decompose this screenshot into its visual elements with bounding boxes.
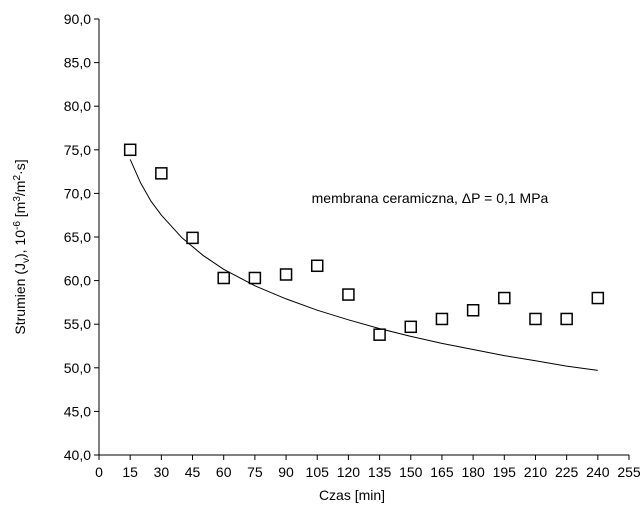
data-point [155,167,168,180]
data-point [279,268,293,281]
x-tick-label: 15 [122,464,138,480]
data-point [373,328,386,341]
annotation: membrana ceramiczna, ΔP = 0,1 MPa [312,190,549,206]
x-tick-label: 60 [216,464,232,480]
y-tick-label: 85,0 [64,55,91,71]
data-point [217,271,230,285]
data-points-layer [123,143,605,341]
x-tick-label: 150 [399,464,423,480]
x-axis-title: Czas [min] [319,487,385,503]
data-point [123,143,137,157]
x-tick-label: 225 [555,464,579,480]
x-tick-label: 195 [493,464,517,480]
data-point [560,312,573,326]
y-title-sup2: 3 [12,196,23,202]
y-title-unit-b: /m [12,181,28,197]
y-title-unit-a: [m [12,202,28,221]
y-title-sub: v [21,258,32,263]
trendline-layer [129,159,598,371]
y-axis-title: Strumien (Jv), 10-6 [m3/m2·s] [12,159,32,334]
plot-frame [98,19,629,456]
y-title-mid: ), 10 [12,230,28,258]
y-axis: 40,0 45,0 50,0 55,0 60,0 65,0 70,0 75,0 80,0 85,0… [64,11,99,463]
y-tick-label: 45,0 [64,403,91,419]
data-point [591,291,605,305]
data-point [342,288,355,301]
x-tick-label: 120 [337,464,361,480]
y-tick-label: 55,0 [64,316,91,332]
y-tick-label: 80,0 [64,98,91,114]
x-tick-label: 180 [461,464,485,480]
data-point [404,320,418,334]
y-tick-label: 70,0 [64,185,91,201]
x-tick-label: 90 [278,464,294,480]
y-title-unit-c: ·s] [12,159,28,175]
y-title-main: Strumien (J [12,263,28,335]
y-tick-label: 65,0 [64,229,91,245]
y-tick-label: 40,0 [64,447,91,463]
x-tick-label: 30 [154,464,170,480]
y-tick-label: 50,0 [64,360,91,376]
data-point [186,231,199,245]
x-tick-label: 210 [524,464,548,480]
x-tick-label: 165 [430,464,454,480]
data-point [498,291,511,305]
y-title-sup1: -6 [12,221,23,230]
x-tick-label: 240 [586,464,610,480]
x-tick-label: 75 [247,464,263,480]
trendline [129,159,598,371]
y-tick-label: 60,0 [64,273,91,289]
x-tick-label: 255 [617,464,641,480]
data-point [435,312,449,326]
x-tick-label: 135 [368,464,392,480]
x-tick-label: 45 [185,464,201,480]
x-axis: 0 15 30 45 60 75 90 105 120 135 150 165 180 195 210 225… [95,455,641,480]
x-tick-label: 105 [306,464,330,480]
data-point [466,303,480,317]
y-title-sup3: 2 [12,175,23,181]
x-tick-label: 0 [95,464,103,480]
data-point [529,312,542,326]
y-tick-label: 75,0 [64,142,91,158]
data-point [310,259,324,273]
y-tick-label: 90,0 [64,11,91,27]
data-point [248,271,262,285]
